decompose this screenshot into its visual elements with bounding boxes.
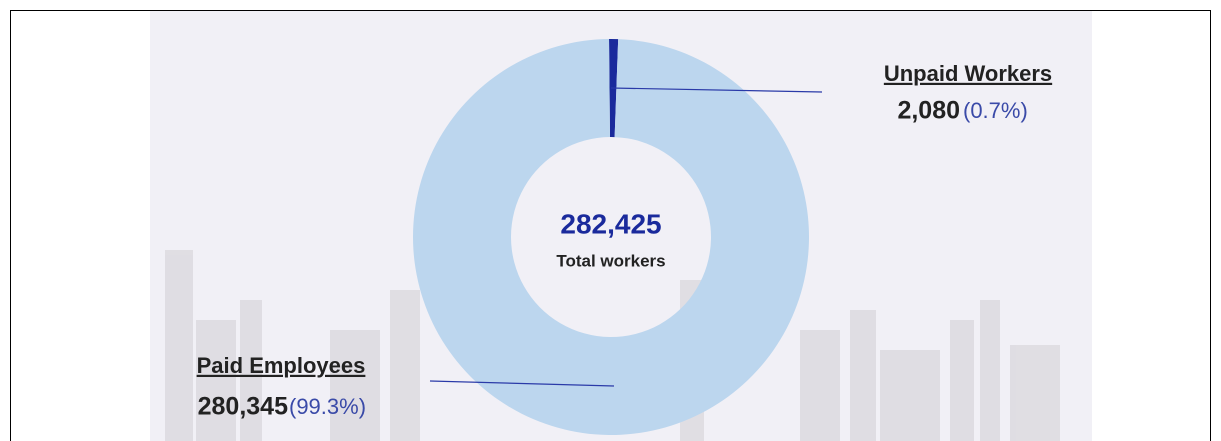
value-label: 280,345 (198, 393, 288, 421)
center-subtitle: Total workers (556, 251, 665, 270)
leader-line (610, 87, 823, 93)
percent-label: (0.7%) (963, 98, 1028, 123)
category-label: Paid Employees (197, 353, 366, 378)
percent-label: (99.3%) (289, 394, 366, 419)
center-total: 282,425 (560, 208, 661, 239)
leader-line (429, 380, 615, 387)
donut-segment (413, 39, 809, 436)
category-label: Unpaid Workers (884, 61, 1052, 86)
value-label: 2,080 (897, 97, 960, 125)
